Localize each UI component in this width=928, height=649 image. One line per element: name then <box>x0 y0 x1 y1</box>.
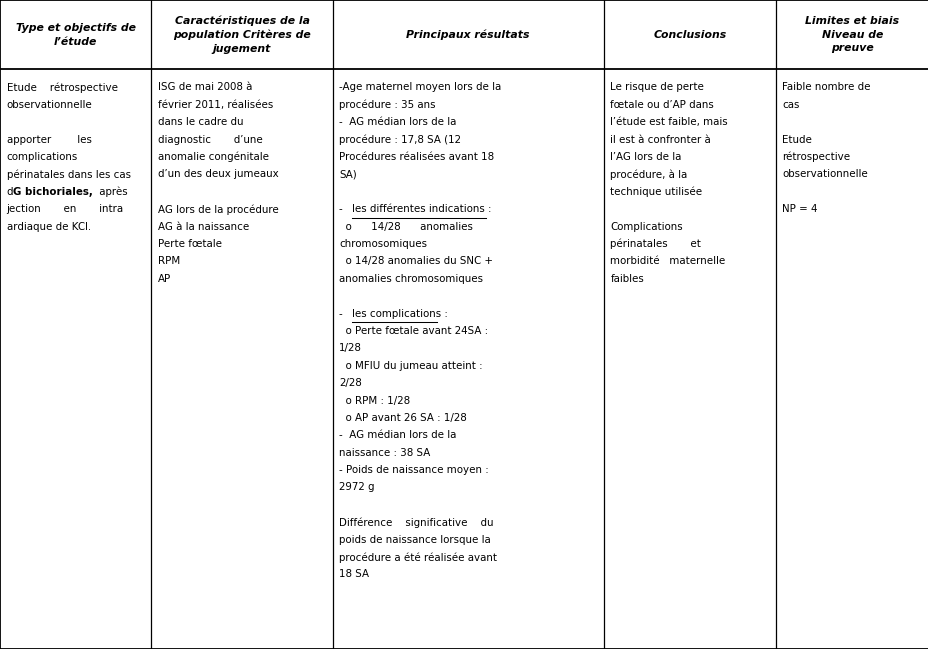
Text: procédure : 17,8 SA (12: procédure : 17,8 SA (12 <box>339 134 460 145</box>
Text: technique utilisée: technique utilisée <box>610 187 702 197</box>
Text: l’étude est faible, mais: l’étude est faible, mais <box>610 117 728 127</box>
Text: AP: AP <box>158 274 171 284</box>
Text: procédure, à la: procédure, à la <box>610 169 687 180</box>
Text: Limites et biais
Niveau de
preuve: Limites et biais Niveau de preuve <box>805 16 898 53</box>
Text: Etude: Etude <box>781 134 811 145</box>
Text: anomalies chromosomiques: anomalies chromosomiques <box>339 274 483 284</box>
Text: Complications: Complications <box>610 221 682 232</box>
Text: après: après <box>97 187 128 197</box>
Text: observationnelle: observationnelle <box>6 100 92 110</box>
Text: périnatales dans les cas: périnatales dans les cas <box>6 169 130 180</box>
Text: Le risque de perte: Le risque de perte <box>610 82 703 92</box>
Text: observationnelle: observationnelle <box>781 169 867 179</box>
Text: AG lors de la procédure: AG lors de la procédure <box>158 204 278 215</box>
Text: Type et objectifs de
l’étude: Type et objectifs de l’étude <box>16 23 135 47</box>
Text: Conclusions: Conclusions <box>652 30 726 40</box>
Text: -  AG médian lors de la: - AG médian lors de la <box>339 430 456 440</box>
Text: Procédures réalisées avant 18: Procédures réalisées avant 18 <box>339 152 494 162</box>
Text: 18 SA: 18 SA <box>339 569 368 580</box>
Text: 2/28: 2/28 <box>339 378 361 388</box>
Text: périnatales       et: périnatales et <box>610 239 701 249</box>
Text: rétrospective: rétrospective <box>781 152 849 162</box>
Text: Différence    significative    du: Différence significative du <box>339 517 493 528</box>
Text: jection       en       intra: jection en intra <box>6 204 123 214</box>
Text: naissance : 38 SA: naissance : 38 SA <box>339 448 430 458</box>
Text: Caractéristiques de la
population Critères de
jugement: Caractéristiques de la population Critèr… <box>173 16 311 54</box>
Text: février 2011, réalisées: février 2011, réalisées <box>158 100 273 110</box>
Text: -Age maternel moyen lors de la: -Age maternel moyen lors de la <box>339 82 501 92</box>
Text: morbidité   maternelle: morbidité maternelle <box>610 256 725 266</box>
Text: Faible nombre de: Faible nombre de <box>781 82 870 92</box>
Text: o AP avant 26 SA : 1/28: o AP avant 26 SA : 1/28 <box>339 413 467 423</box>
Text: dans le cadre du: dans le cadre du <box>158 117 243 127</box>
Text: d’un des deux jumeaux: d’un des deux jumeaux <box>158 169 278 179</box>
Text: -: - <box>339 204 346 214</box>
Text: poids de naissance lorsque la: poids de naissance lorsque la <box>339 535 490 545</box>
Text: NP = 4: NP = 4 <box>781 204 817 214</box>
Text: -  AG médian lors de la: - AG médian lors de la <box>339 117 456 127</box>
Text: complications: complications <box>6 152 78 162</box>
Text: Principaux résultats: Principaux résultats <box>406 29 529 40</box>
Text: -: - <box>339 308 346 319</box>
Text: d: d <box>6 187 13 197</box>
Text: RPM: RPM <box>158 256 180 266</box>
Text: SA): SA) <box>339 169 356 179</box>
Text: les complications :: les complications : <box>352 308 447 319</box>
Text: anomalie congénitale: anomalie congénitale <box>158 152 268 162</box>
Text: ardiaque de KCl.: ardiaque de KCl. <box>6 221 91 232</box>
Text: o 14/28 anomalies du SNC +: o 14/28 anomalies du SNC + <box>339 256 493 266</box>
Text: faibles: faibles <box>610 274 643 284</box>
Text: o RPM : 1/28: o RPM : 1/28 <box>339 395 410 406</box>
Text: Perte fœtale: Perte fœtale <box>158 239 222 249</box>
Text: procédure : 35 ans: procédure : 35 ans <box>339 100 435 110</box>
Text: 1/28: 1/28 <box>339 343 362 353</box>
Text: diagnostic       d’une: diagnostic d’une <box>158 134 263 145</box>
Text: procédure a été réalisée avant: procédure a été réalisée avant <box>339 552 496 563</box>
Text: ISG de mai 2008 à: ISG de mai 2008 à <box>158 82 252 92</box>
Text: apporter        les: apporter les <box>6 134 91 145</box>
Text: cas: cas <box>781 100 799 110</box>
Text: Etude    rétrospective: Etude rétrospective <box>6 82 117 93</box>
Text: les différentes indications :: les différentes indications : <box>352 204 491 214</box>
Text: o      14/28      anomalies: o 14/28 anomalies <box>339 221 472 232</box>
Text: - Poids de naissance moyen :: - Poids de naissance moyen : <box>339 465 488 475</box>
Text: l’AG lors de la: l’AG lors de la <box>610 152 681 162</box>
Text: AG à la naissance: AG à la naissance <box>158 221 249 232</box>
Text: o Perte fœtale avant 24SA :: o Perte fœtale avant 24SA : <box>339 326 488 336</box>
Text: G bichoriales,: G bichoriales, <box>13 187 92 197</box>
Text: fœtale ou d’AP dans: fœtale ou d’AP dans <box>610 100 714 110</box>
Text: 2972 g: 2972 g <box>339 482 374 493</box>
Text: il est à confronter à: il est à confronter à <box>610 134 710 145</box>
Text: o MFIU du jumeau atteint :: o MFIU du jumeau atteint : <box>339 361 483 371</box>
Text: chromosomiques: chromosomiques <box>339 239 427 249</box>
